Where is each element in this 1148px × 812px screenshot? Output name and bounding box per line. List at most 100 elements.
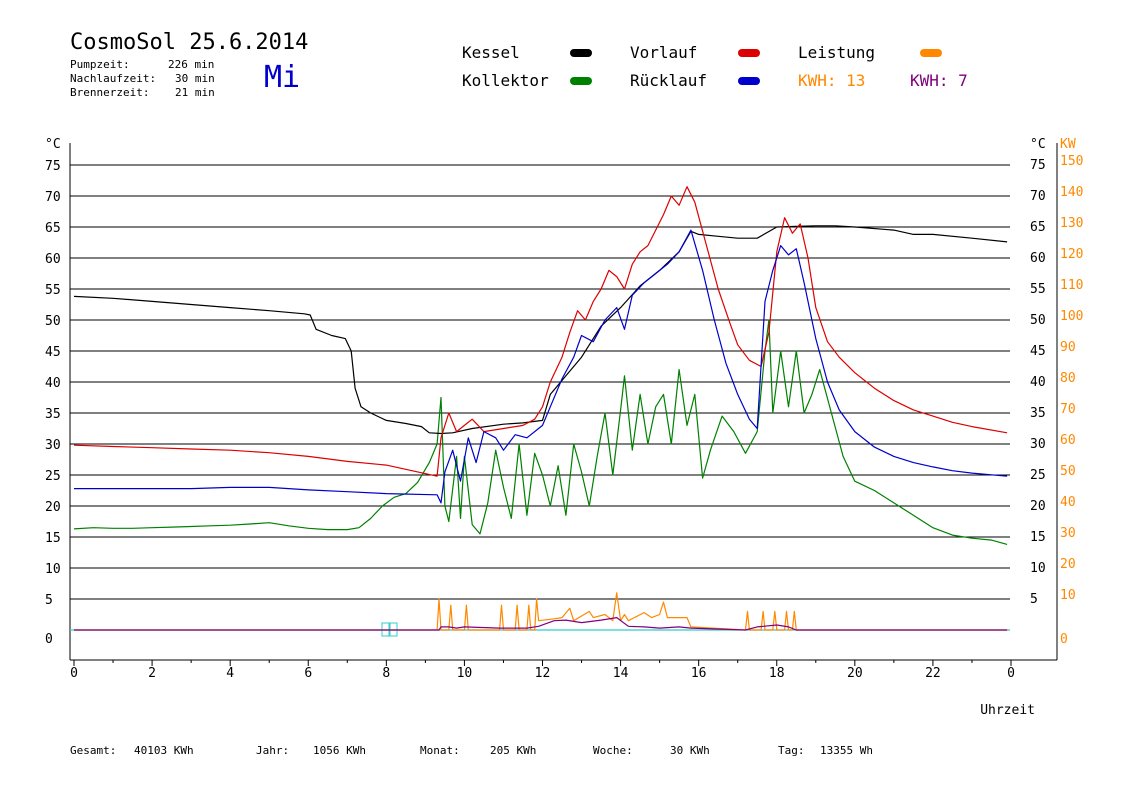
y-tick-label-right-power: 140 xyxy=(1060,185,1083,200)
legend-leistung: Leistung xyxy=(798,43,876,62)
y-tick-label-left: 75 xyxy=(45,159,61,174)
y-tick-label-right-temp: 45 xyxy=(1030,344,1046,359)
y-tick-label-right-temp: 65 xyxy=(1030,220,1046,235)
legend-kwh-1: KWH: 13 xyxy=(798,71,866,90)
y-tick-label-right-temp: 15 xyxy=(1030,530,1046,545)
weekday-label: Mi xyxy=(264,60,301,95)
x-tick-label: 12 xyxy=(535,666,551,681)
y-tick-label-left: 50 xyxy=(45,314,61,329)
series-line-kessel xyxy=(73,225,1008,435)
after-run-label: Nachlaufzeit: xyxy=(70,72,157,85)
y-tick-label-right-temp: 10 xyxy=(1030,561,1046,576)
y-tick-label-right-power: 20 xyxy=(1060,557,1076,572)
footer-woche-label: Woche: xyxy=(593,744,633,757)
legend-ruecklauf: Rücklauf xyxy=(630,71,708,90)
x-tick-label: 18 xyxy=(769,666,785,681)
y-tick-label-right-temp: 35 xyxy=(1030,406,1046,421)
legend-kollektor: Kollektor xyxy=(462,71,549,90)
x-tick-label: 0 xyxy=(70,666,78,681)
y-tick-label-right-power: 0 xyxy=(1060,632,1068,647)
y-tick-label-right-temp: 60 xyxy=(1030,251,1046,266)
y-unit-right-power: KW xyxy=(1060,137,1076,152)
footer-jahr-value: 1056 KWh xyxy=(313,744,366,757)
pump-value: 226 min xyxy=(168,58,215,71)
y-tick-label-right-temp: 20 xyxy=(1030,499,1046,514)
legend-ruecklauf-swatch xyxy=(738,77,760,85)
footer-gesamt-value: 40103 KWh xyxy=(134,744,194,757)
x-tick-label: 20 xyxy=(847,666,863,681)
y-unit-right-temp: °C xyxy=(1030,137,1046,152)
x-tick-label: 22 xyxy=(925,666,941,681)
series-line-leistung xyxy=(74,592,1008,631)
footer-tag-value: 13355 Wh xyxy=(820,744,873,757)
y-tick-label-right-temp: 5 xyxy=(1030,592,1038,607)
footer-woche-value: 30 KWh xyxy=(670,744,710,757)
y-tick-label-left: 5 xyxy=(45,593,53,608)
y-tick-label-right-power: 150 xyxy=(1060,154,1083,169)
burner-label: Brennerzeit: xyxy=(70,86,150,99)
y-tick-label-right-power: 60 xyxy=(1060,433,1076,448)
x-tick-label: 4 xyxy=(226,666,234,681)
legend-vorlauf: Vorlauf xyxy=(630,43,698,62)
y-tick-label-right-power: 40 xyxy=(1060,495,1076,510)
x-tick-label: 14 xyxy=(613,666,629,681)
y-tick-label-right-power: 100 xyxy=(1060,309,1083,324)
y-tick-label-left: 35 xyxy=(45,407,61,422)
series-line-kollektor xyxy=(73,319,1008,545)
y-tick-label-left: 10 xyxy=(45,562,61,577)
x-tick-label: 16 xyxy=(691,666,707,681)
legend-vorlauf-swatch xyxy=(738,49,760,57)
y-tick-label-left: 60 xyxy=(45,252,61,267)
x-tick-label: 0 xyxy=(1007,666,1015,681)
legend-kwh-2: KWH: 7 xyxy=(910,71,968,90)
y-tick-label-left: 0 xyxy=(45,632,53,647)
y-tick-label-left: 45 xyxy=(45,345,61,360)
y-tick-label-left: 65 xyxy=(45,221,61,236)
y-tick-label-right-power: 110 xyxy=(1060,278,1083,293)
footer-monat-label: Monat: xyxy=(420,744,460,757)
series-line-r-cklauf xyxy=(74,229,1008,504)
y-tick-label-left: 70 xyxy=(45,190,61,205)
y-tick-label-left: 30 xyxy=(45,438,61,453)
y-tick-label-right-power: 10 xyxy=(1060,588,1076,603)
legend-kollektor-swatch xyxy=(570,77,592,85)
y-tick-label-right-power: 50 xyxy=(1060,464,1076,479)
legend-kessel: Kessel xyxy=(462,43,520,62)
pump-label: Pumpzeit: xyxy=(70,58,130,71)
y-tick-label-left: 25 xyxy=(45,469,61,484)
legend-kessel-swatch xyxy=(570,49,592,57)
y-tick-label-right-temp: 75 xyxy=(1030,158,1046,173)
x-tick-label: 10 xyxy=(457,666,473,681)
y-tick-label-left: 40 xyxy=(45,376,61,391)
y-tick-label-right-temp: 70 xyxy=(1030,189,1046,204)
y-tick-label-left: 15 xyxy=(45,531,61,546)
footer-monat-value: 205 KWh xyxy=(490,744,537,757)
footer-tag-label: Tag: xyxy=(778,744,805,757)
y-tick-label-right-power: 90 xyxy=(1060,340,1076,355)
series-line-kwh-7 xyxy=(74,617,1008,631)
y-tick-label-right-power: 30 xyxy=(1060,526,1076,541)
y-tick-label-right-temp: 50 xyxy=(1030,313,1046,328)
x-tick-label: 8 xyxy=(382,666,390,681)
x-tick-label: 6 xyxy=(304,666,312,681)
y-tick-label-left: 55 xyxy=(45,283,61,298)
y-tick-label-right-temp: 55 xyxy=(1030,282,1046,297)
footer-gesamt-label: Gesamt: xyxy=(70,744,117,757)
y-tick-label-right-temp: 30 xyxy=(1030,437,1046,452)
series-line-vorlauf xyxy=(73,186,1008,477)
x-tick-label: 2 xyxy=(148,666,156,681)
y-tick-label-right-temp: 40 xyxy=(1030,375,1046,390)
chart-title: CosmoSol 25.6.2014 xyxy=(70,30,309,55)
y-unit-left: °C xyxy=(45,137,61,152)
y-tick-label-right-temp: 25 xyxy=(1030,468,1046,483)
burner-value: 21 min xyxy=(175,86,215,99)
y-tick-label-right-power: 130 xyxy=(1060,216,1083,231)
legend-leistung-swatch xyxy=(920,49,942,57)
footer-jahr-label: Jahr: xyxy=(256,744,290,757)
x-axis-label: Uhrzeit xyxy=(980,703,1035,718)
y-tick-label-right-power: 70 xyxy=(1060,402,1076,417)
y-tick-label-right-power: 80 xyxy=(1060,371,1076,386)
y-tick-label-right-power: 120 xyxy=(1060,247,1083,262)
y-tick-label-left: 20 xyxy=(45,500,61,515)
